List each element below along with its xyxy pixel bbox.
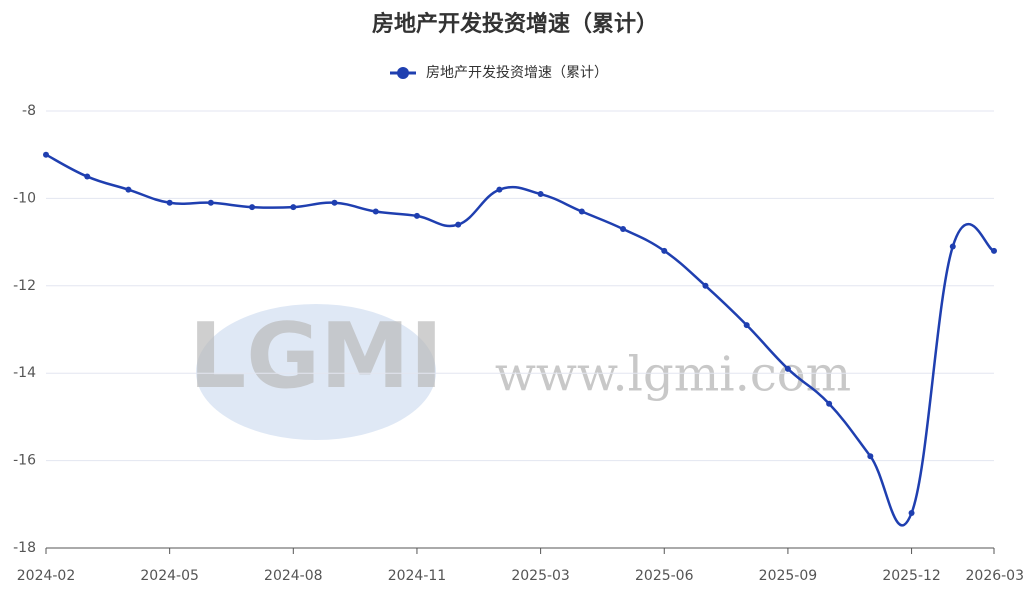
- point: [331, 199, 338, 206]
- point: [867, 453, 874, 460]
- x-tick-label: 2024-02: [17, 568, 76, 584]
- point: [537, 191, 544, 198]
- y-tick-label: -16: [13, 453, 36, 469]
- point: [620, 225, 627, 232]
- point: [455, 221, 462, 228]
- point: [702, 282, 709, 289]
- x-tick-label: 2026-03: [966, 568, 1025, 584]
- watermark: www.lgmi.com: [495, 347, 851, 403]
- x-tick-label: 2025-09: [759, 568, 818, 584]
- point: [991, 247, 997, 254]
- point: [949, 243, 956, 250]
- point: [496, 186, 503, 193]
- y-tick-label: -14: [13, 365, 36, 381]
- point: [578, 208, 585, 215]
- point: [125, 186, 132, 193]
- point: [784, 365, 791, 372]
- point: [372, 208, 379, 215]
- y-tick-label: -8: [22, 103, 36, 119]
- point: [84, 173, 91, 180]
- point: [43, 151, 49, 158]
- point: [166, 199, 173, 206]
- x-tick-label: 2024-08: [264, 568, 323, 584]
- point: [908, 510, 915, 517]
- logo-backdrop: [196, 304, 436, 440]
- chart-title: 房地产开发投资增速（累计）: [372, 11, 658, 37]
- point: [743, 322, 750, 329]
- y-tick-label: -10: [13, 190, 36, 206]
- legend-marker: [397, 67, 409, 79]
- legend-label: 房地产开发投资增速（累计）: [426, 65, 608, 81]
- x-tick-label: 2025-03: [511, 568, 570, 584]
- y-tick-label: -12: [13, 278, 36, 294]
- logo: LGMI: [189, 304, 443, 409]
- point: [207, 199, 214, 206]
- point: [249, 204, 256, 211]
- y-tick-label: -18: [13, 540, 36, 556]
- x-tick-label: 2024-11: [388, 568, 447, 584]
- point: [661, 247, 668, 254]
- x-tick-label: 2025-12: [882, 568, 941, 584]
- x-tick-label: 2024-05: [140, 568, 199, 584]
- x-tick-label: 2025-06: [635, 568, 694, 584]
- point: [826, 400, 833, 407]
- point: [413, 212, 420, 219]
- point: [290, 204, 297, 211]
